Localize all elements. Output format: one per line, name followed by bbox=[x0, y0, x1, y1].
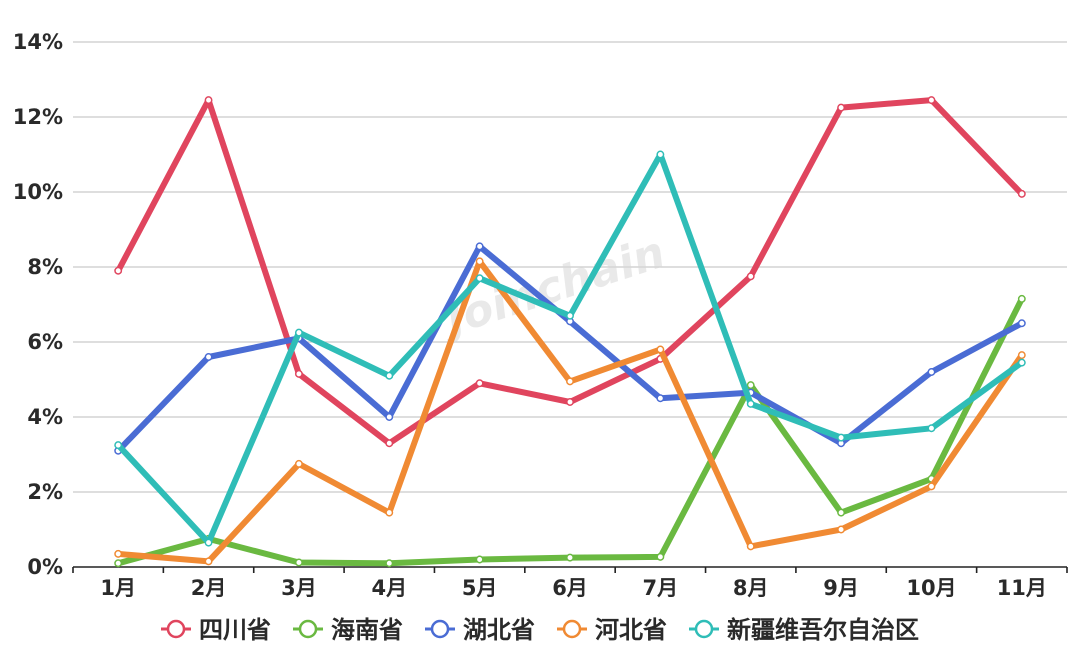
data-point[interactable] bbox=[385, 559, 394, 568]
axis-layer: 0% 2% 4% 6% 8% 10% 12% 14% 1月 2月 3月 4月 5月 6月 7月 8月 9月 10月… bbox=[13, 30, 1068, 600]
data-point[interactable] bbox=[837, 525, 846, 534]
y-tick-label: 2% bbox=[27, 480, 63, 504]
series-layer bbox=[114, 96, 1026, 568]
data-point[interactable] bbox=[837, 103, 846, 112]
data-point[interactable] bbox=[475, 242, 484, 251]
data-point[interactable] bbox=[837, 508, 846, 517]
data-point[interactable] bbox=[927, 96, 936, 105]
legend-marker-circle bbox=[694, 619, 714, 639]
legend-marker-circle bbox=[430, 619, 450, 639]
data-point[interactable] bbox=[204, 557, 213, 566]
data-point[interactable] bbox=[114, 266, 123, 275]
legend-label: 湖北省 bbox=[463, 616, 535, 644]
legend-label: 海南省 bbox=[331, 616, 403, 644]
y-tick-label: 10% bbox=[13, 180, 63, 204]
y-tick-label: 12% bbox=[13, 105, 63, 129]
data-point[interactable] bbox=[1017, 351, 1026, 360]
data-point[interactable] bbox=[927, 424, 936, 433]
x-tick-label: 4月 bbox=[371, 576, 407, 600]
data-point[interactable] bbox=[656, 552, 665, 561]
legend-label: 河北省 bbox=[595, 616, 667, 644]
legend-marker-circle bbox=[166, 619, 186, 639]
data-point[interactable] bbox=[656, 150, 665, 159]
legend-item[interactable]: 四川省 bbox=[161, 616, 271, 644]
data-point[interactable] bbox=[385, 371, 394, 380]
series-4 bbox=[114, 150, 1026, 547]
data-point[interactable] bbox=[385, 413, 394, 421]
data-point[interactable] bbox=[294, 369, 303, 378]
data-point[interactable] bbox=[927, 368, 936, 376]
y-tick-label: 8% bbox=[27, 255, 63, 279]
data-point[interactable] bbox=[114, 441, 123, 450]
x-tick-label: 9月 bbox=[823, 576, 859, 600]
x-tick-label: 6月 bbox=[552, 576, 588, 600]
legend-item[interactable]: 湖北省 bbox=[425, 616, 535, 644]
legend-label: 新疆维吾尔自治区 bbox=[727, 616, 919, 644]
data-point[interactable] bbox=[746, 381, 755, 390]
data-point[interactable] bbox=[1017, 358, 1026, 367]
x-tick-label: 8月 bbox=[733, 576, 769, 600]
data-point[interactable] bbox=[566, 553, 574, 562]
x-tick-label: 1月 bbox=[100, 576, 136, 600]
y-tick-label: 6% bbox=[27, 330, 63, 354]
data-point[interactable] bbox=[837, 433, 846, 442]
data-point[interactable] bbox=[385, 439, 394, 448]
x-tick-label: 3月 bbox=[281, 576, 317, 600]
data-point[interactable] bbox=[656, 394, 665, 403]
x-tick-label: 10月 bbox=[906, 576, 956, 600]
x-tick-label: 11月 bbox=[997, 576, 1047, 600]
data-point[interactable] bbox=[204, 538, 213, 547]
data-point[interactable] bbox=[385, 508, 394, 517]
y-tick-label: 0% bbox=[27, 555, 63, 579]
legend-marker-circle bbox=[562, 619, 582, 639]
x-tick-label: 5月 bbox=[462, 576, 498, 600]
data-point[interactable] bbox=[1017, 319, 1026, 328]
legend-item[interactable]: 新疆维吾尔自治区 bbox=[689, 616, 919, 644]
data-point[interactable] bbox=[294, 558, 303, 567]
data-point[interactable] bbox=[656, 345, 665, 354]
data-point[interactable] bbox=[566, 311, 574, 320]
legend-label: 四川省 bbox=[199, 616, 271, 644]
legend-item[interactable]: 海南省 bbox=[293, 616, 403, 644]
data-point[interactable] bbox=[1017, 294, 1026, 303]
data-point[interactable] bbox=[204, 353, 213, 361]
data-point[interactable] bbox=[746, 399, 755, 408]
data-point[interactable] bbox=[746, 542, 755, 551]
data-point[interactable] bbox=[114, 559, 123, 568]
series-0 bbox=[114, 96, 1026, 448]
data-point[interactable] bbox=[1017, 189, 1026, 198]
data-point[interactable] bbox=[475, 555, 484, 564]
data-point[interactable] bbox=[475, 257, 484, 266]
legend[interactable]: 四川省 海南省 湖北省 河北省 新疆维吾尔自治区 bbox=[161, 616, 919, 644]
data-point[interactable] bbox=[294, 328, 303, 337]
data-point[interactable] bbox=[294, 459, 303, 468]
data-point[interactable] bbox=[475, 274, 484, 283]
data-point[interactable] bbox=[566, 398, 574, 406]
data-point[interactable] bbox=[566, 377, 574, 386]
series-3 bbox=[114, 257, 1026, 566]
series-2 bbox=[114, 242, 1026, 455]
data-point[interactable] bbox=[927, 482, 936, 491]
legend-item[interactable]: 河北省 bbox=[557, 616, 667, 644]
x-tick-label: 7月 bbox=[643, 576, 679, 600]
data-point[interactable] bbox=[114, 549, 123, 558]
legend-marker-circle bbox=[298, 619, 318, 639]
x-tick-label: 2月 bbox=[191, 576, 227, 600]
data-point[interactable] bbox=[475, 379, 484, 388]
data-point[interactable] bbox=[204, 96, 213, 105]
y-tick-label: 4% bbox=[27, 405, 63, 429]
y-tick-label: 14% bbox=[13, 30, 63, 54]
data-point[interactable] bbox=[746, 272, 755, 281]
